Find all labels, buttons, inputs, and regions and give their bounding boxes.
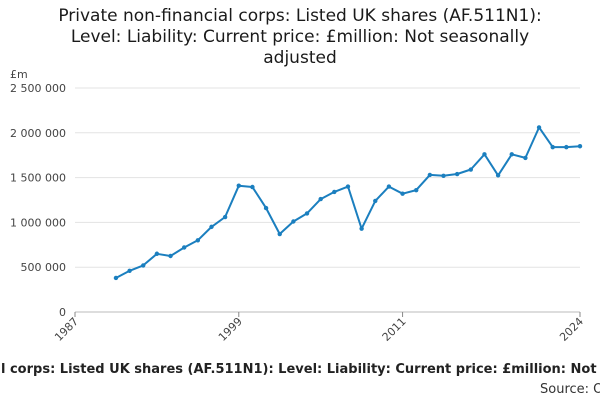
data-point[interactable] <box>550 144 555 150</box>
data-point[interactable] <box>236 183 241 188</box>
y-tick-label: 0 <box>59 306 66 319</box>
footer-title: Private non-financial corps: Listed UK s… <box>0 362 600 377</box>
data-point[interactable] <box>222 214 228 220</box>
x-tick-label: 2011 <box>380 315 409 344</box>
data-point[interactable] <box>332 189 337 195</box>
chart-title-line-1: Private non-financial corps: Listed UK s… <box>58 6 542 26</box>
y-axis-ticks: 0 500 000 1 000 000 1 500 000 2 000 000 2 500… <box>10 82 66 319</box>
x-axis: 1987 1999 2011 2024 <box>52 312 586 344</box>
data-point[interactable] <box>536 125 542 130</box>
chart-title: Private non-financial corps: Listed UK s… <box>0 6 600 69</box>
data-point[interactable] <box>427 172 433 178</box>
data-point[interactable] <box>414 187 419 193</box>
chart-title-line-3: adjusted <box>263 48 337 68</box>
data-point[interactable] <box>304 211 310 216</box>
data-point[interactable] <box>141 263 146 268</box>
y-tick-label: 2 500 000 <box>10 82 66 95</box>
data-point[interactable] <box>263 205 269 211</box>
y-tick-label: 1 500 000 <box>10 172 66 185</box>
data-point[interactable] <box>359 226 364 231</box>
data-point[interactable] <box>277 231 282 237</box>
x-tick-label: 2024 <box>557 315 586 344</box>
gridlines <box>75 87 580 313</box>
chart-title-line-2: Level: Liability: Current price: £millio… <box>70 27 530 47</box>
data-point[interactable] <box>468 167 474 172</box>
series-line-group <box>113 125 583 281</box>
data-point[interactable] <box>127 268 132 273</box>
data-point[interactable] <box>523 155 528 161</box>
data-point[interactable] <box>373 198 378 204</box>
data-point[interactable] <box>400 191 405 196</box>
data-point[interactable] <box>291 219 296 224</box>
chart-footer: Private non-financial corps: Listed UK s… <box>0 362 600 400</box>
y-tick-label: 1 000 000 <box>10 216 66 229</box>
series-line <box>115 126 581 279</box>
data-point[interactable] <box>181 245 187 250</box>
x-tick-label: 1999 <box>216 315 245 344</box>
data-point[interactable] <box>113 275 119 281</box>
y-tick-label: 500 000 <box>21 261 67 274</box>
data-point[interactable] <box>209 224 214 230</box>
x-tick-label: 1987 <box>52 315 81 344</box>
data-point[interactable] <box>441 173 446 179</box>
data-point[interactable] <box>168 253 173 259</box>
data-point[interactable] <box>195 238 201 243</box>
data-point[interactable] <box>482 152 487 157</box>
data-point[interactable] <box>564 144 569 150</box>
y-tick-label: 2 000 000 <box>10 127 66 140</box>
data-point[interactable] <box>386 184 392 189</box>
footer-source: Source: Office for National Statistics <box>540 382 600 397</box>
data-point[interactable] <box>250 184 255 190</box>
data-point[interactable] <box>495 173 501 178</box>
data-point[interactable] <box>318 196 323 202</box>
data-point[interactable] <box>509 152 514 157</box>
data-point[interactable] <box>345 184 351 189</box>
data-point[interactable] <box>577 144 583 149</box>
data-point[interactable] <box>454 171 460 177</box>
data-point[interactable] <box>154 251 160 256</box>
y-axis-unit-label: £m <box>10 68 28 81</box>
